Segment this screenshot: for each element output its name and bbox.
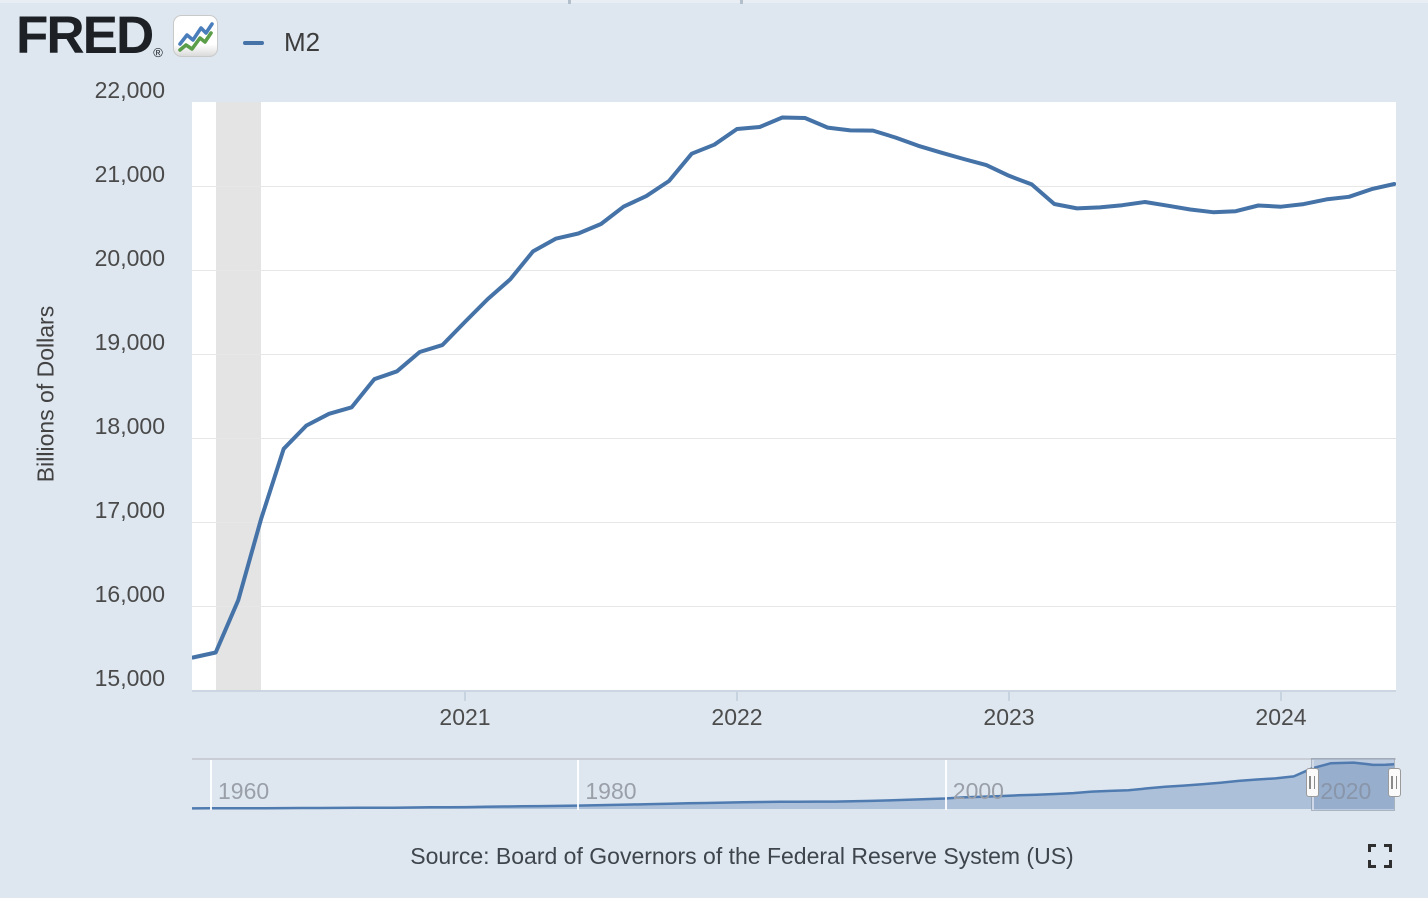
y-axis-label: 16,000 [94, 581, 165, 607]
x-axis-line [192, 690, 1396, 692]
fullscreen-icon[interactable] [1368, 844, 1392, 868]
navigator-left-handle[interactable] [1305, 768, 1319, 797]
recession-band [215, 102, 261, 690]
navigator-year-label: 1980 [585, 778, 637, 804]
navigator-outline [192, 758, 1396, 760]
range-selector[interactable]: 1960 1980 2000 2020 [191, 756, 1404, 814]
legend-label: M2 [284, 27, 321, 57]
navigator-gridline [577, 760, 580, 810]
gridline [192, 270, 1396, 271]
browser-edge-strip [0, 0, 1428, 4]
legend-item-m2: M2 [243, 27, 320, 58]
navigator-selected-range[interactable] [1312, 759, 1395, 810]
y-axis-label: 20,000 [94, 245, 165, 271]
x-axis-tick [736, 692, 738, 701]
y-axis-label: 19,000 [94, 329, 165, 355]
gridline [192, 522, 1396, 523]
x-axis-tick [464, 692, 466, 701]
gridline [192, 354, 1396, 355]
x-axis-tick [1280, 692, 1282, 701]
y-axis-label: 15,000 [94, 665, 165, 691]
line-chart-icon [172, 15, 218, 62]
x-axis-tick [1008, 692, 1010, 701]
navigator-year-label: 1960 [218, 778, 270, 804]
y-axis-label: 18,000 [94, 413, 165, 439]
navigator-area-series [191, 761, 1395, 810]
y-axis-label: 21,000 [94, 161, 165, 187]
plot-area[interactable] [192, 102, 1396, 690]
x-axis-label: 2022 [711, 704, 763, 730]
y-axis-label: 22,000 [94, 77, 165, 103]
edge-notch [740, 0, 743, 4]
registered-trademark: ® [153, 45, 163, 60]
gridline [192, 438, 1396, 439]
navigator-year-label: 2020 [1320, 778, 1372, 804]
m2-series-line [192, 115, 1396, 660]
navigator-right-handle[interactable] [1387, 768, 1401, 797]
fred-logo-link[interactable]: FRED ® [16, 6, 218, 65]
fred-logo-text: FRED [16, 6, 154, 65]
x-axis-label: 2023 [983, 704, 1035, 730]
gridline [192, 186, 1396, 187]
legend-line-swatch [243, 40, 264, 45]
y-axis-label: 17,000 [94, 497, 165, 523]
gridline [192, 606, 1396, 607]
x-axis-label: 2021 [439, 704, 491, 730]
source-attribution: Source: Board of Governors of the Federa… [410, 843, 1074, 869]
x-axis-label: 2024 [1255, 704, 1307, 730]
navigator-year-label: 2000 [952, 778, 1004, 804]
navigator-gridline [944, 760, 947, 810]
edge-notch [568, 0, 571, 4]
navigator-gridline [210, 760, 212, 810]
